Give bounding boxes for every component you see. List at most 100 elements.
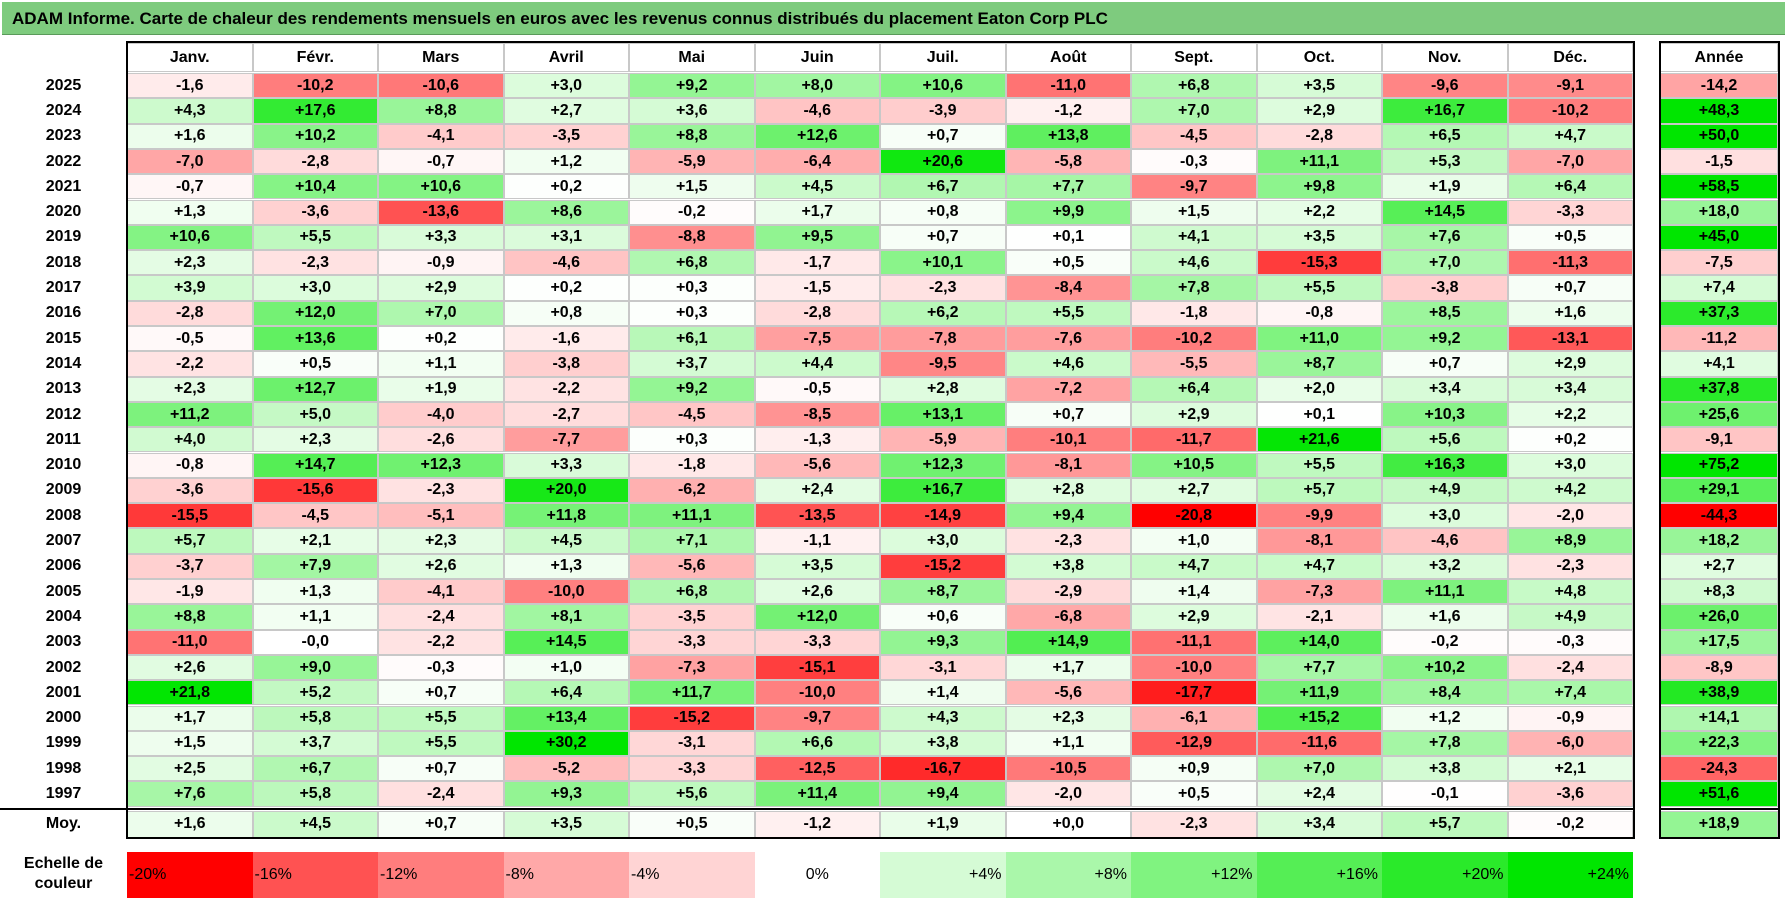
heatmap-cell: +4,2	[1507, 477, 1633, 504]
heatmap-cell: -5,9	[629, 148, 755, 175]
year-label: 1997	[45, 785, 82, 803]
month-header: Mai	[629, 43, 755, 72]
annual-cell: +37,3	[1660, 300, 1778, 326]
heatmap-cell: +2,9	[1131, 604, 1257, 630]
heatmap-cell: -15,2	[629, 705, 755, 731]
heatmap-cell: +2,8	[1005, 477, 1131, 504]
heatmap-cell: +1,2	[503, 148, 629, 175]
heatmap-cell: +3,1	[503, 224, 629, 251]
heatmap-cell: +8,1	[503, 604, 629, 630]
heatmap-cell: +5,7	[1256, 477, 1382, 504]
heatmap-cell: +1,3	[503, 553, 629, 579]
heatmap-cell: +4,6	[1005, 351, 1131, 377]
heatmap-cell: +8,9	[1507, 528, 1633, 554]
month-header: Juil.	[880, 43, 1006, 72]
heatmap-cell: +2,1	[1507, 756, 1633, 782]
heatmap-cell: +11,4	[754, 781, 880, 807]
heatmap-cell: +5,5	[252, 224, 378, 251]
heatmap-cell: +9,9	[1005, 199, 1131, 225]
month-header: Mars	[378, 43, 504, 72]
heatmap-cell: +1,2	[1382, 705, 1508, 731]
heatmap-cell: +21,6	[1256, 427, 1382, 453]
color-scale-step: -16%	[252, 851, 378, 898]
heatmap-cell: +5,5	[378, 730, 504, 757]
heatmap-cell: +6,2	[880, 300, 1006, 326]
heatmap-cell: +3,0	[880, 528, 1006, 554]
heatmap-cell: -0,0	[252, 629, 378, 655]
heatmap-cell: -6,8	[1005, 604, 1131, 630]
annual-cell: +48,3	[1660, 98, 1778, 124]
color-scale-label-line2: couleur	[34, 874, 93, 892]
average-cell: +4,5	[252, 810, 378, 838]
heatmap-cell: +1,1	[252, 604, 378, 630]
heatmap-cell: +2,9	[1256, 98, 1382, 124]
heatmap-cell: -3,8	[503, 351, 629, 377]
heatmap-cell: +3,3	[503, 452, 629, 478]
annual-cell: -11,2	[1660, 326, 1778, 352]
heatmap-cell: +7,0	[378, 300, 504, 326]
heatmap-cell: +10,5	[1131, 452, 1257, 478]
annual-cell: -44,3	[1660, 503, 1778, 529]
heatmap-cell: -11,6	[1256, 730, 1382, 757]
heatmap-cell: +4,9	[1382, 477, 1508, 504]
heatmap-cell: +1,1	[378, 351, 504, 377]
heatmap-cell: -4,1	[378, 579, 504, 605]
heatmap-cell: +2,6	[127, 654, 253, 681]
heatmap-cell: +3,3	[378, 224, 504, 251]
heatmap-cell: -0,3	[378, 654, 504, 681]
heatmap-cell: +4,7	[1507, 123, 1633, 149]
heatmap-cell: -3,3	[629, 756, 755, 782]
heatmap-cell: +3,5	[1256, 73, 1382, 99]
year-label: 2004	[45, 607, 82, 625]
heatmap-cell: +17,6	[252, 98, 378, 124]
heatmap-cell: +6,6	[754, 730, 880, 757]
heatmap-cell: -8,1	[1005, 452, 1131, 478]
heatmap-cell: +10,6	[378, 174, 504, 200]
heatmap-cell: -2,8	[252, 148, 378, 175]
heatmap-cell: +7,7	[1256, 654, 1382, 681]
heatmap-cell: -0,2	[1382, 629, 1508, 655]
heatmap-cell: -9,7	[1131, 174, 1257, 200]
heatmap-cell: +1,0	[1131, 528, 1257, 554]
heatmap-cell: -15,6	[252, 477, 378, 504]
heatmap-cell: -7,0	[127, 148, 253, 175]
heatmap-cell: +11,1	[629, 503, 755, 529]
average-cell: +0,0	[1005, 810, 1131, 838]
year-label: 2019	[45, 228, 82, 246]
year-label: 2013	[45, 380, 82, 398]
heatmap-cell: +20,0	[503, 477, 629, 504]
annual-cell: +14,1	[1660, 705, 1778, 731]
heatmap-cell: +5,5	[1256, 452, 1382, 478]
heatmap-cell: +2,2	[1256, 199, 1382, 225]
heatmap-cell: -5,6	[754, 452, 880, 478]
heatmap-cell: -4,0	[378, 401, 504, 428]
heatmap-cell: +0,7	[1382, 351, 1508, 377]
heatmap-cell: -7,2	[1005, 376, 1131, 402]
heatmap-cell: -2,8	[127, 300, 253, 326]
heatmap-cell: +5,7	[127, 528, 253, 554]
heatmap-cell: -6,1	[1131, 705, 1257, 731]
annual-cell: +26,0	[1660, 604, 1778, 630]
heatmap-cell: +10,6	[127, 224, 253, 251]
heatmap-cell: -4,5	[252, 503, 378, 529]
heatmap-cell: +12,0	[252, 300, 378, 326]
heatmap-cell: -7,5	[754, 326, 880, 352]
year-label: 2009	[45, 481, 82, 499]
heatmap-cell: -10,2	[1507, 98, 1633, 124]
color-scale-label-line1: Echelle de	[23, 854, 104, 872]
heatmap-cell: -15,2	[880, 553, 1006, 579]
color-scale-step: 0%	[754, 851, 880, 898]
heatmap-cell: +6,8	[629, 250, 755, 276]
heatmap-cell: +10,1	[880, 250, 1006, 276]
annual-cell: -1,5	[1660, 148, 1778, 175]
annual-cell: +29,1	[1660, 477, 1778, 504]
heatmap-cell: -0,9	[378, 250, 504, 276]
heatmap-cell: +0,8	[880, 199, 1006, 225]
heatmap-cell: -10,0	[754, 680, 880, 706]
heatmap-cell: +4,0	[127, 427, 253, 453]
heatmap-cell: +0,7	[880, 123, 1006, 149]
heatmap-cell: +1,6	[1382, 604, 1508, 630]
heatmap-cell: +2,4	[754, 477, 880, 504]
year-label: 1998	[45, 759, 82, 777]
heatmap-cell: -14,9	[880, 503, 1006, 529]
